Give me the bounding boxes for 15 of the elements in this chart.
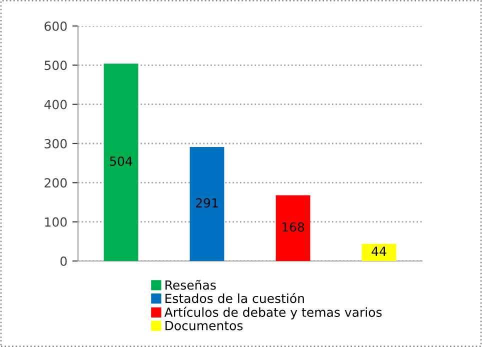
y-tick-label: 300 [44,138,67,148]
legend-label: Documentos [166,321,243,330]
y-tick-label: 500 [44,60,67,70]
y-tick-label: 600 [44,21,67,31]
data-label: 504 [110,156,132,166]
y-tick-label: 200 [44,178,67,188]
y-tick-label: 100 [45,217,67,227]
y-tick-label: 0 [60,256,67,266]
legend-label: Reseñas [166,280,216,290]
y-tick-label: 400 [44,100,67,110]
data-label: 291 [196,198,218,208]
data-label: 168 [282,222,304,232]
legend-label: Estados de la cuestión [166,292,304,304]
data-label: 44 [372,246,386,256]
legend-label: Artículos de debate y temas varios [164,306,382,320]
